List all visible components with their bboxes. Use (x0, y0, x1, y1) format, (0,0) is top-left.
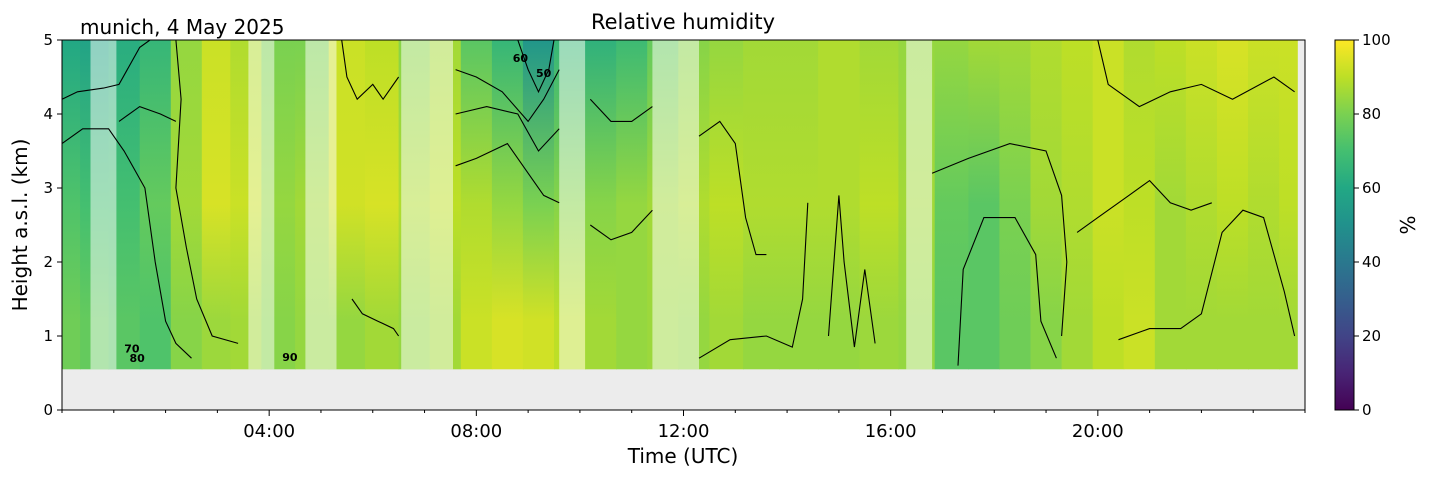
contour-label: 60 (513, 52, 529, 65)
heatmap-column (585, 40, 617, 370)
heatmap-column (460, 40, 493, 370)
contour-line (1118, 209, 1296, 341)
heatmap-column (1185, 40, 1218, 370)
heatmap-column (709, 40, 744, 370)
contour-label: 80 (129, 352, 145, 365)
x-tick-label: 04:00 (243, 421, 295, 442)
heatmap-column (1248, 40, 1280, 370)
colorbar-tick-label: 20 (1362, 327, 1381, 345)
colorbar-tick-label: 0 (1362, 401, 1372, 419)
contour-line (1097, 40, 1295, 108)
contour-line (698, 202, 809, 359)
colorbar-tick-label: 80 (1362, 105, 1381, 123)
contour-line (455, 69, 560, 123)
heatmap-column (968, 40, 1001, 370)
heatmap-column (139, 40, 172, 370)
heatmap-column (365, 40, 400, 370)
contour-line (589, 209, 653, 241)
contour-line (62, 40, 151, 100)
x-axis-label: Time (UTC) (627, 444, 739, 468)
colorbar-label: % (1395, 215, 1419, 234)
colorbar-ticks: 0 20 40 60 80 100 (1354, 31, 1391, 419)
heatmap-column (1092, 40, 1125, 370)
heatmap-column (779, 40, 819, 370)
contour-line (1076, 179, 1212, 233)
y-axis-label: Height a.s.l. (km) (8, 139, 32, 312)
heatmap-column (999, 40, 1032, 370)
contour-line (698, 120, 767, 256)
x-tick-label: 12:00 (658, 421, 710, 442)
heatmap-column (522, 40, 555, 370)
masked-interval (401, 40, 453, 370)
contour-line (118, 105, 177, 122)
contour-line (62, 128, 192, 359)
heatmap-column (859, 40, 899, 370)
heatmap-column (201, 40, 231, 370)
x-tick-label: 08:00 (450, 421, 502, 442)
heatmap-column (170, 40, 203, 370)
y-tick-label: 5 (43, 31, 53, 49)
contour-line (827, 195, 876, 348)
heatmap-column (1030, 40, 1063, 370)
x-tick-label: 16:00 (865, 421, 917, 442)
heatmap-column (62, 40, 81, 370)
contour-line (455, 142, 560, 204)
y-tick-label: 3 (43, 179, 53, 197)
colorbar-tick-label: 100 (1362, 31, 1391, 49)
heatmap-column (491, 40, 524, 370)
heatmap-column (1061, 40, 1094, 370)
contour-label: 90 (282, 351, 298, 364)
heatmap-column (934, 40, 969, 370)
contour-line (931, 143, 1068, 337)
location-date-label: munich, 4 May 2025 (80, 15, 284, 39)
heatmap-column (616, 40, 648, 370)
masked-interval (652, 40, 699, 370)
contour-label: 50 (536, 67, 552, 80)
heatmap-column (1217, 40, 1249, 370)
y-axis-ticks: 0 1 2 3 4 5 (43, 31, 62, 419)
contour-line (589, 98, 653, 122)
contour-line (517, 40, 555, 94)
y-tick-label: 2 (43, 253, 53, 271)
contour-lines (62, 40, 1296, 366)
x-tick-label: 20:00 (1072, 421, 1124, 442)
contour-line (351, 298, 400, 337)
masked-intervals (90, 40, 933, 370)
masked-interval (906, 40, 933, 370)
y-tick-label: 1 (43, 327, 53, 345)
y-tick-label: 4 (43, 105, 53, 123)
chart-title: Relative humidity (591, 10, 775, 34)
heatmap-column (1279, 40, 1298, 370)
masked-interval (90, 40, 117, 370)
colorbar (1334, 39, 1355, 411)
contour-line (957, 217, 1057, 366)
heatmap-column (743, 40, 780, 370)
colorbar-tick-label: 40 (1362, 253, 1381, 271)
x-axis-ticks: 04:00 08:00 12:00 16:00 20:00 (61, 410, 1306, 442)
masked-interval (559, 40, 586, 370)
y-tick-label: 0 (43, 401, 53, 419)
contour-line (175, 40, 239, 344)
heatmap-column (1123, 40, 1156, 370)
contour-label: 70 (124, 342, 140, 355)
contour-line (341, 40, 400, 101)
heatmap-column (1154, 40, 1187, 370)
masked-interval (248, 40, 275, 370)
colorbar-tick-label: 60 (1362, 179, 1381, 197)
contour-line (455, 106, 560, 152)
masked-interval (305, 40, 337, 370)
